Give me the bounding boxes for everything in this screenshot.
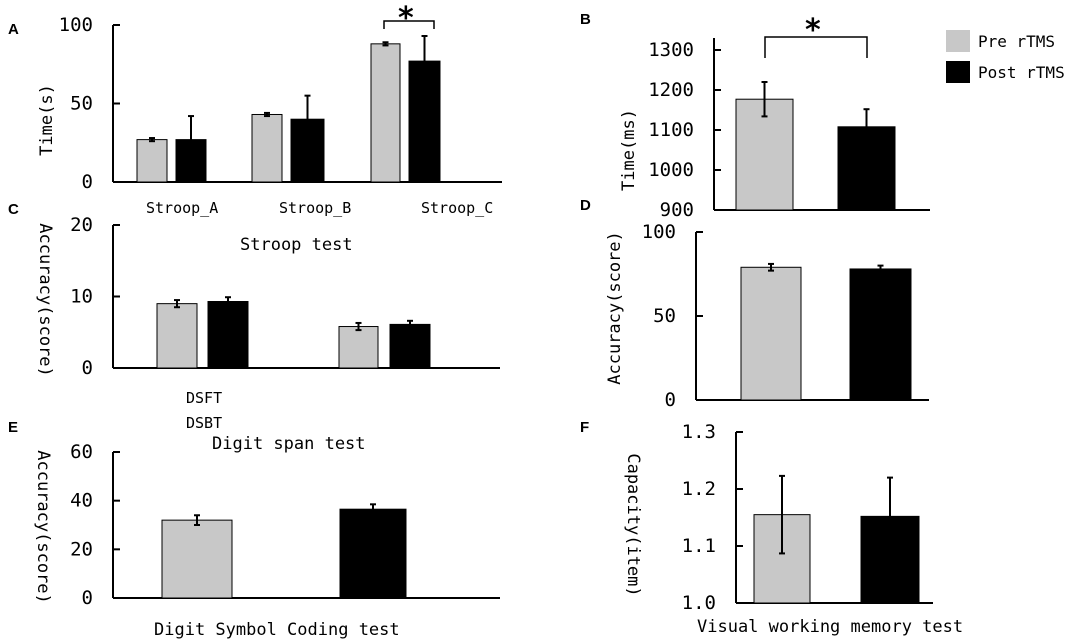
- panel-a-title: Stroop test: [240, 235, 353, 255]
- panel-d-y-tick-label: 0: [665, 389, 676, 411]
- panel-c-y-axis-label: Accuracy(score): [35, 223, 55, 377]
- panel-c-category-dsft: DSFT: [186, 389, 222, 407]
- panel-c-category-dsbt: DSBT: [186, 414, 222, 432]
- legend-post-swatch: [946, 61, 970, 83]
- panel-d-bar-post: [849, 268, 912, 401]
- panel-b-y-tick-label: 1300: [648, 39, 694, 61]
- panel-a-y-tick-label: 100: [59, 14, 93, 36]
- panel-c-bar-pre: [156, 303, 198, 369]
- panel-b-significance: *: [764, 13, 868, 58]
- legend: Pre rTMS Post rTMS: [946, 30, 1065, 83]
- panel-a-y-tick-label: 0: [82, 171, 93, 193]
- panel-a-bar-pre: [251, 113, 283, 183]
- panel-label-a: A: [8, 21, 19, 38]
- panel-c-y-tick-label: 20: [70, 214, 93, 236]
- panel-c-bar-post: [207, 301, 249, 369]
- panel-c-title: Digit span test: [212, 434, 366, 454]
- panel-label-d: D: [580, 197, 591, 214]
- panel-c-chart: 0 10 20 Accuracy(score): [35, 214, 500, 379]
- panel-d-y-axis-label: Accuracy(score): [605, 231, 625, 385]
- panel-a-bar-pre: [370, 43, 401, 183]
- panel-e-y-tick-label: 40: [70, 490, 93, 512]
- panel-a-y-tick-label: 50: [70, 93, 93, 115]
- panel-c-bar-pre: [338, 326, 379, 369]
- panel-f-chart: 1.0 1.1 1.2 1.3 Capacity(item): [623, 421, 933, 614]
- panel-a-category-label: Stroop_B: [279, 199, 351, 217]
- panel-c-y-tick-label: 10: [70, 286, 93, 308]
- panel-e-chart: 0 20 40 60 Accuracy(score): [33, 441, 500, 609]
- panel-b-y-tick-label: 900: [660, 199, 694, 221]
- panel-a-bar-pre: [136, 139, 168, 183]
- panel-a-chart: 0 50 100 Time(s) Stroop_A Stroop_B Stroop_C: [37, 14, 502, 217]
- panel-e-title: Digit Symbol Coding test: [154, 620, 400, 640]
- panel-e-y-tick-label: 20: [70, 538, 93, 560]
- panel-b-chart: 900 1000 1100 1200 1300 Time(ms): [619, 38, 930, 221]
- panel-c-bar-post: [389, 323, 431, 369]
- panel-b-significance-bracket: [764, 36, 868, 58]
- panel-e-y-tick-label: 60: [70, 441, 93, 463]
- panel-d-chart: 0 50 100 Accuracy(score): [605, 221, 929, 411]
- panel-f-y-tick-label: 1.2: [682, 478, 716, 500]
- panel-b-y-tick-label: 1200: [648, 79, 694, 101]
- legend-pre-label: Pre rTMS: [978, 32, 1055, 51]
- panel-e-y-axis-label: Accuracy(score): [33, 450, 53, 604]
- panel-label-e: E: [8, 419, 18, 436]
- panel-f-y-tick-label: 1.1: [682, 535, 716, 557]
- panel-f-title: Visual working memory test: [697, 617, 963, 637]
- panel-e-bar-post: [339, 508, 407, 599]
- panel-a-significance-bracket: [383, 20, 435, 29]
- panel-label-c: C: [8, 201, 19, 218]
- panel-b-y-tick-label: 1000: [648, 159, 694, 181]
- panel-e-y-tick-label: 0: [82, 587, 93, 609]
- panel-a-category-label: Stroop_C: [421, 199, 493, 217]
- panel-a-significance-star: *: [398, 1, 414, 36]
- panel-label-b: B: [580, 11, 591, 28]
- panel-f-y-tick-label: 1.0: [682, 592, 716, 614]
- legend-pre-swatch: [946, 30, 970, 52]
- panel-f-y-axis-label: Capacity(item): [623, 453, 643, 596]
- panel-d-bar-pre: [740, 266, 802, 401]
- panel-d-y-tick-label: 50: [653, 305, 676, 327]
- panel-label-f: F: [580, 419, 589, 436]
- panel-a-category-label: Stroop_A: [146, 199, 218, 217]
- panel-e-bar-pre: [161, 519, 233, 599]
- panel-b-y-axis-label: Time(ms): [619, 109, 639, 191]
- panel-b-y-tick-label: 1100: [648, 119, 694, 141]
- panel-b-significance-star: *: [805, 13, 821, 48]
- panel-a-y-axis-label: Time(s): [37, 84, 57, 156]
- panel-f-y-tick-label: 1.3: [682, 421, 716, 443]
- panel-d-y-tick-label: 100: [642, 221, 676, 243]
- legend-post-label: Post rTMS: [978, 63, 1065, 82]
- panel-a-significance: *: [383, 1, 435, 36]
- panel-c-y-tick-label: 0: [82, 357, 93, 379]
